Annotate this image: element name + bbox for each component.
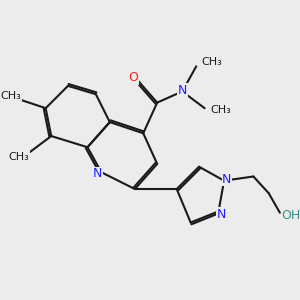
Text: CH₃: CH₃ <box>0 91 21 100</box>
Text: N: N <box>217 208 226 220</box>
Text: CH₃: CH₃ <box>9 152 30 162</box>
Text: OH: OH <box>281 209 300 222</box>
Text: O: O <box>129 71 138 84</box>
Text: CH₃: CH₃ <box>202 57 223 67</box>
Text: N: N <box>222 173 232 186</box>
Text: CH₃: CH₃ <box>210 105 231 115</box>
Text: N: N <box>178 84 187 97</box>
Text: N: N <box>93 167 102 180</box>
